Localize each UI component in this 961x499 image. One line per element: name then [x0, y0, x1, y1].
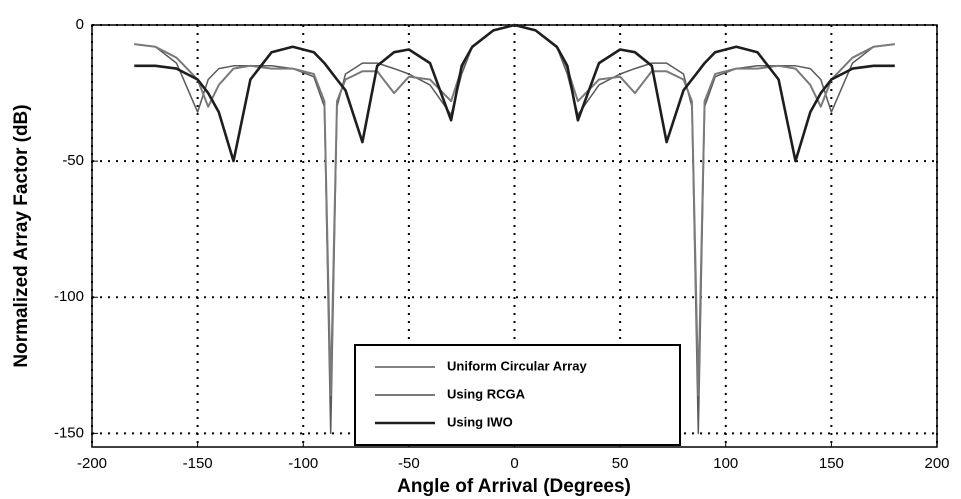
y-tick-label: 0: [76, 16, 84, 33]
x-tick-label: -50: [398, 455, 420, 472]
legend-label: Using IWO: [447, 414, 513, 429]
y-tick-label: -100: [54, 288, 84, 305]
x-tick-label: 100: [713, 455, 738, 472]
legend-label: Using RCGA: [447, 386, 526, 401]
y-tick-label: -50: [62, 152, 84, 169]
series-line: [134, 23, 895, 163]
x-tick-label: -200: [77, 455, 107, 472]
x-tick-label: 50: [612, 455, 629, 472]
y-tick-label: -150: [54, 424, 84, 441]
y-axis-title: Normalized Array Factor (dB): [11, 104, 32, 367]
x-tick-label: -100: [288, 455, 318, 472]
x-tick-label: 0: [510, 455, 518, 472]
x-axis-title: Angle of Arrival (Degrees): [397, 476, 631, 497]
x-tick-label: 200: [924, 455, 949, 472]
legend-label: Uniform Circular Array: [447, 358, 587, 373]
x-tick-label: -150: [183, 455, 213, 472]
x-tick-label: 150: [819, 455, 844, 472]
